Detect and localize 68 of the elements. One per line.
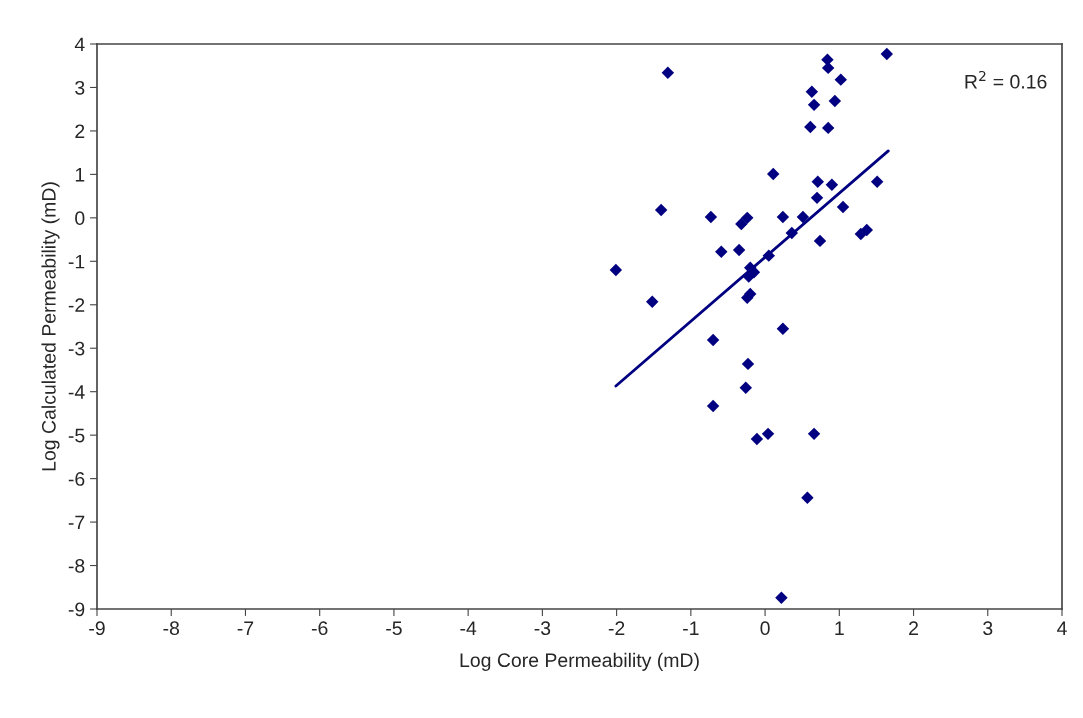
y-tick-label: -7 <box>68 515 85 530</box>
point <box>661 66 675 79</box>
y-axis-title: Log Calculated Permeability (mD) <box>41 182 60 471</box>
point <box>732 243 746 257</box>
point <box>706 333 720 347</box>
y-tick-label: -5 <box>68 428 85 443</box>
y-tick-label: -6 <box>68 472 85 486</box>
x-tick-label: -8 <box>163 621 180 636</box>
point <box>807 427 821 441</box>
point <box>609 263 623 277</box>
point <box>811 175 824 188</box>
y-tick-label: -9 <box>68 602 85 617</box>
y-tick-label: 2 <box>75 124 85 138</box>
point <box>828 94 842 108</box>
point <box>834 73 847 86</box>
point <box>825 178 839 192</box>
y-tick-label: 1 <box>75 168 85 182</box>
x-tick-label: -7 <box>237 621 254 635</box>
point <box>715 245 728 258</box>
point <box>810 191 824 205</box>
point <box>880 47 894 61</box>
point <box>807 98 821 112</box>
x-tick-label: -9 <box>89 621 105 636</box>
point <box>813 234 827 248</box>
point <box>821 121 835 135</box>
point <box>646 295 659 308</box>
point <box>735 217 748 231</box>
point <box>775 591 788 604</box>
point <box>741 357 755 371</box>
point <box>821 61 835 75</box>
x-tick-label: 2 <box>909 621 918 635</box>
x-tick-label: -1 <box>683 621 699 635</box>
point <box>776 210 790 224</box>
point <box>706 399 720 413</box>
y-tick-label: -3 <box>68 341 85 356</box>
point <box>654 203 668 217</box>
point <box>804 120 817 134</box>
x-axis-title: Log Core Permeability (mD) <box>460 652 699 671</box>
point <box>741 211 754 225</box>
point <box>704 210 718 224</box>
annotation: R$^{2}$ = 0.16 <box>965 70 1047 89</box>
x-tick-label: -6 <box>311 621 328 636</box>
point <box>870 175 884 188</box>
x-tick-label: -5 <box>386 621 402 636</box>
x-tick-label: 1 <box>835 621 844 635</box>
x-tick-label: -2 <box>608 621 625 635</box>
point <box>805 85 819 99</box>
y-tick-label: -4 <box>68 385 85 399</box>
y-tick-label: 0 <box>75 211 85 226</box>
point <box>739 381 752 394</box>
point <box>750 432 764 446</box>
x-tick-label: 3 <box>983 621 993 636</box>
x-tick-label: 4 <box>1057 621 1067 635</box>
point <box>836 200 850 214</box>
y-tick-label: -1 <box>68 254 85 269</box>
point <box>767 167 780 181</box>
point <box>801 491 814 504</box>
y-tick-label: 4 <box>74 37 85 52</box>
x-tick-label: 0 <box>760 621 770 636</box>
point <box>860 223 873 237</box>
point <box>776 322 790 335</box>
point <box>796 210 810 224</box>
y-tick-label: 3 <box>75 80 85 95</box>
x-tick-label: -4 <box>460 621 477 635</box>
y-tick-label: -8 <box>68 559 85 573</box>
x-tick-label: -3 <box>534 621 551 636</box>
y-tick-label: -2 <box>68 298 85 312</box>
point <box>761 427 775 441</box>
